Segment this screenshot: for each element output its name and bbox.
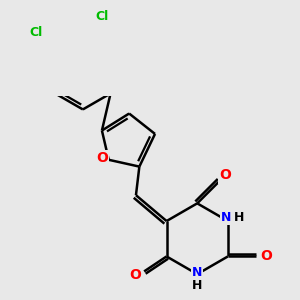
Text: O: O (260, 249, 272, 263)
Text: Cl: Cl (95, 11, 109, 23)
Text: O: O (129, 268, 141, 282)
Text: N: N (221, 211, 232, 224)
Text: N: N (192, 266, 202, 279)
Text: O: O (96, 152, 108, 165)
Text: O: O (219, 169, 231, 182)
Text: Cl: Cl (29, 26, 43, 39)
Text: H: H (234, 211, 244, 224)
Text: H: H (192, 278, 202, 292)
